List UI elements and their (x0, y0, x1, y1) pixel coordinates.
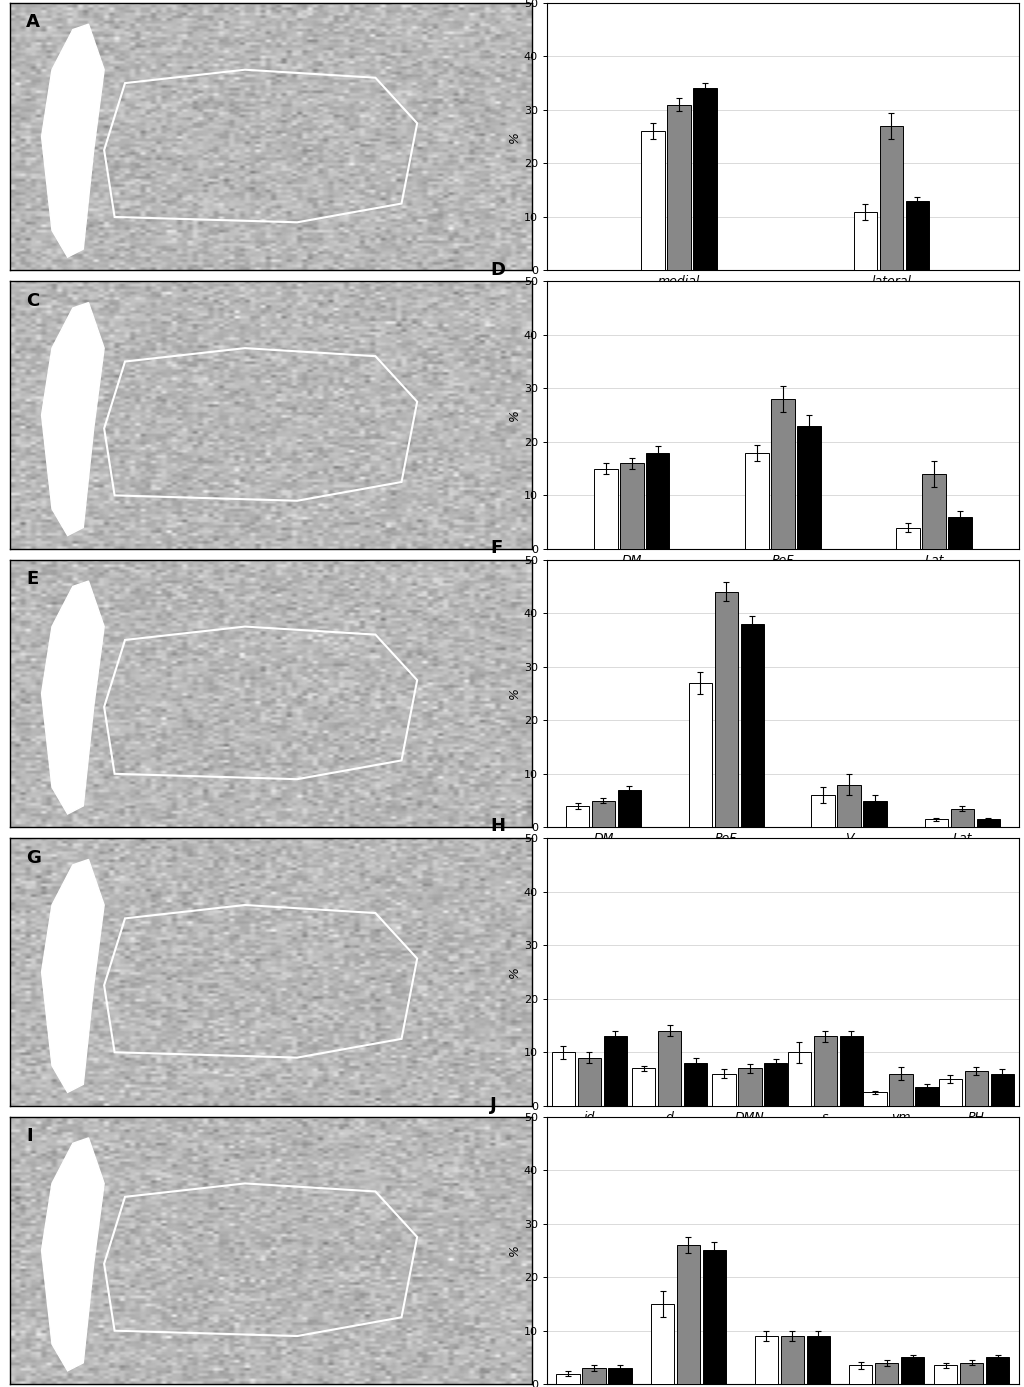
Bar (712, 1074, 735, 1105)
Polygon shape (42, 302, 104, 535)
Y-axis label: %: % (508, 965, 521, 978)
Bar (583, 1368, 606, 1384)
Text: J: J (490, 1096, 497, 1114)
Bar (787, 1053, 811, 1105)
Bar (764, 1062, 787, 1105)
Bar (863, 1093, 887, 1105)
Bar (950, 809, 974, 828)
Text: H: H (490, 817, 505, 835)
Bar (896, 527, 920, 549)
Bar (814, 1036, 837, 1105)
Bar (578, 1058, 601, 1105)
Bar (797, 426, 820, 549)
Bar (838, 785, 860, 828)
Polygon shape (42, 860, 104, 1093)
Bar (811, 795, 835, 828)
Bar (556, 1373, 580, 1384)
Bar (738, 1068, 762, 1105)
Bar (684, 1062, 708, 1105)
Bar (925, 820, 948, 828)
Bar (641, 132, 665, 270)
Text: E: E (26, 570, 38, 588)
Bar (715, 592, 738, 828)
Bar (840, 1036, 863, 1105)
Bar (617, 789, 641, 828)
Y-axis label: %: % (508, 1244, 521, 1257)
Polygon shape (42, 581, 104, 814)
Text: A: A (26, 14, 40, 32)
Bar (552, 1053, 575, 1105)
Bar (948, 517, 972, 549)
Bar (755, 1336, 778, 1384)
Bar (934, 1365, 957, 1384)
Text: I: I (26, 1128, 33, 1146)
Bar (657, 1031, 681, 1105)
Bar (959, 1363, 983, 1384)
Bar (651, 1304, 674, 1384)
Bar (905, 201, 929, 270)
Bar (965, 1071, 988, 1105)
Bar (688, 682, 712, 828)
Bar (990, 1074, 1014, 1105)
Bar (608, 1368, 632, 1384)
Text: G: G (26, 849, 41, 867)
Bar (876, 1363, 898, 1384)
Bar (939, 1079, 963, 1105)
Polygon shape (42, 1137, 104, 1370)
Y-axis label: %: % (508, 409, 521, 422)
Bar (780, 1336, 804, 1384)
Bar (621, 463, 643, 549)
Y-axis label: %: % (508, 130, 521, 143)
Bar (901, 1358, 925, 1384)
Bar (977, 820, 999, 828)
Bar (632, 1068, 655, 1105)
Bar (880, 126, 903, 270)
Bar (693, 89, 717, 270)
Text: D: D (490, 261, 505, 279)
Bar (854, 212, 878, 270)
Text: F: F (490, 540, 503, 558)
Bar (592, 800, 615, 828)
Bar (849, 1365, 872, 1384)
Bar (677, 1246, 700, 1384)
Y-axis label: %: % (508, 688, 521, 699)
Bar (807, 1336, 830, 1384)
Bar (986, 1358, 1010, 1384)
Bar (594, 469, 617, 549)
Bar (668, 104, 691, 270)
Text: C: C (26, 291, 39, 309)
Bar (740, 624, 764, 828)
Bar (603, 1036, 627, 1105)
Bar (915, 1087, 939, 1105)
Bar (566, 806, 589, 828)
Bar (889, 1074, 912, 1105)
Bar (702, 1250, 726, 1384)
Bar (923, 474, 945, 549)
Polygon shape (42, 24, 104, 257)
Bar (745, 452, 769, 549)
Bar (863, 800, 887, 828)
Bar (646, 452, 670, 549)
Bar (771, 399, 795, 549)
